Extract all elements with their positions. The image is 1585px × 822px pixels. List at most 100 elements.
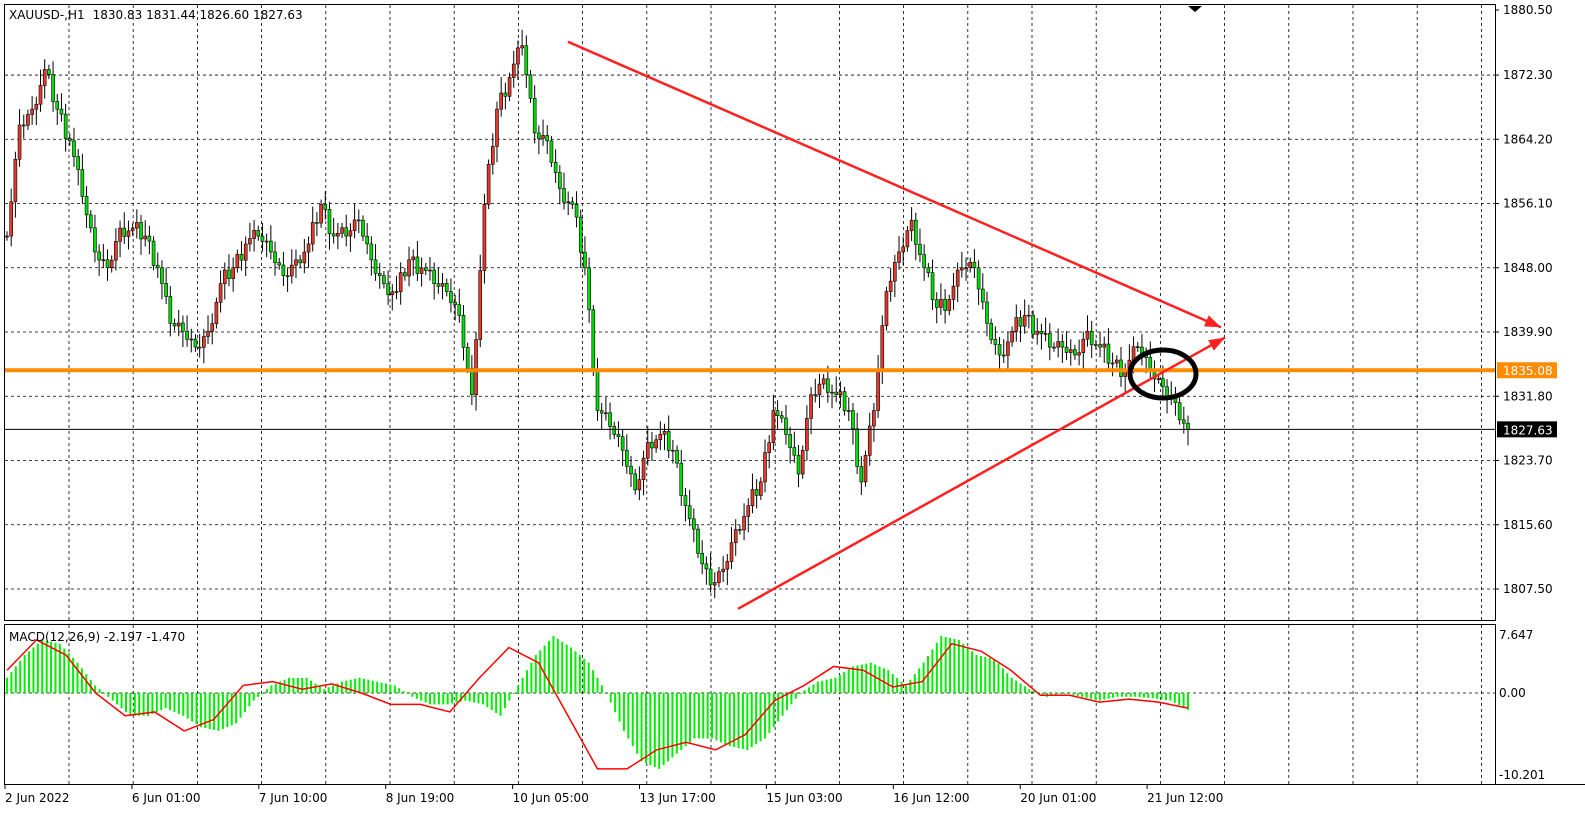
- candle: [1039, 323, 1044, 350]
- candle: [256, 225, 261, 241]
- macd-histogram-bar: [1059, 693, 1062, 694]
- macd-histogram-bar: [904, 685, 907, 693]
- price-tick-label: 1823.70: [1503, 454, 1553, 468]
- candle: [604, 396, 608, 421]
- candle-body: [143, 235, 148, 240]
- macd-histogram-bar: [102, 693, 105, 694]
- candle-body: [155, 265, 160, 269]
- candle-body: [658, 434, 663, 441]
- candle-body: [1110, 362, 1115, 365]
- candle-body: [1052, 346, 1056, 349]
- candle: [511, 50, 516, 88]
- candle: [625, 434, 629, 474]
- macd-histogram-bar: [473, 693, 476, 703]
- candle-body: [390, 291, 395, 295]
- candle-body: [352, 219, 357, 232]
- macd-histogram-bar: [653, 693, 656, 767]
- candle: [214, 297, 219, 329]
- candle: [545, 125, 550, 154]
- candle-body: [336, 232, 340, 237]
- candle-body: [813, 394, 818, 396]
- macd-histogram-bar: [270, 685, 273, 693]
- candle-body: [1115, 359, 1119, 364]
- candle: [461, 305, 466, 361]
- macd-histogram-bar: [230, 693, 233, 726]
- candle: [1110, 352, 1115, 377]
- macd-histogram-bar: [1107, 693, 1110, 699]
- macd-title: MACD(12,26,9) -2.197 -1.470: [9, 630, 185, 644]
- candle: [591, 305, 596, 377]
- macd-histogram-bar: [261, 693, 264, 694]
- candle-body: [298, 259, 302, 264]
- macd-histogram-bar: [539, 650, 542, 693]
- candle-body: [1089, 330, 1094, 346]
- macd-histogram-bar: [935, 642, 938, 693]
- macd-histogram-bar: [847, 669, 850, 693]
- candle-body: [629, 465, 633, 475]
- macd-histogram-bar: [583, 658, 586, 693]
- candle: [578, 209, 583, 269]
- candle-body: [759, 481, 763, 496]
- candle-body: [1014, 317, 1019, 332]
- candle: [1031, 310, 1035, 340]
- candle-body: [453, 301, 457, 305]
- macd-histogram-bar: [10, 672, 13, 693]
- candle: [9, 188, 13, 247]
- candle-body: [666, 430, 671, 451]
- candle-body: [859, 466, 864, 483]
- candle-body: [185, 330, 189, 340]
- candle: [411, 249, 416, 276]
- candle-body: [671, 449, 675, 452]
- candle: [47, 64, 51, 80]
- macd-histogram-bar: [578, 655, 581, 693]
- candle-body: [93, 227, 97, 253]
- candle-body: [147, 235, 152, 242]
- candle: [164, 267, 168, 304]
- candle: [436, 267, 441, 294]
- candle-body: [545, 135, 550, 142]
- macd-histogram-bar: [1116, 693, 1119, 697]
- candle-body: [252, 230, 256, 239]
- macd-histogram-bar: [667, 693, 670, 762]
- macd-histogram-bar: [265, 689, 268, 693]
- candle-body: [683, 495, 688, 507]
- macd-histogram-bar: [512, 693, 515, 694]
- macd-histogram-bar: [495, 693, 498, 713]
- candle-body: [934, 299, 939, 308]
- main-pane-frame: [4, 4, 1496, 621]
- macd-histogram-bar: [327, 687, 330, 693]
- macd-histogram-bar: [1156, 693, 1159, 699]
- macd-histogram-bar: [116, 693, 119, 705]
- macd-histogram-bar: [808, 687, 811, 693]
- macd-histogram-bar: [155, 693, 158, 712]
- macd-histogram-bar: [891, 674, 894, 693]
- candle-body: [1073, 349, 1077, 356]
- macd-histogram-bar: [349, 679, 352, 693]
- candle: [608, 402, 612, 440]
- shift-marker-icon[interactable]: [1188, 6, 1202, 12]
- candle: [235, 249, 240, 273]
- candle-body: [733, 529, 738, 544]
- macd-histogram-bar: [812, 684, 815, 693]
- price-tick-label: 1815.60: [1503, 518, 1553, 532]
- candle: [398, 262, 403, 305]
- macd-histogram-bar: [499, 693, 502, 716]
- candle: [294, 249, 298, 279]
- candle: [470, 355, 474, 405]
- macd-histogram-bar: [777, 693, 780, 722]
- candle: [989, 318, 993, 345]
- macd-histogram-bar: [724, 693, 727, 745]
- candle: [377, 263, 382, 289]
- candle: [620, 429, 625, 467]
- macd-histogram-bar: [124, 693, 127, 712]
- macd-histogram-bar: [1072, 693, 1075, 695]
- candle-body: [507, 77, 512, 97]
- macd-histogram-bar: [675, 693, 678, 754]
- macd-histogram-bar: [1081, 693, 1084, 697]
- candle-body: [830, 391, 834, 394]
- candle-body: [541, 135, 545, 139]
- candle-body: [373, 259, 378, 274]
- macd-histogram-bar: [1160, 693, 1163, 700]
- candle: [574, 191, 579, 228]
